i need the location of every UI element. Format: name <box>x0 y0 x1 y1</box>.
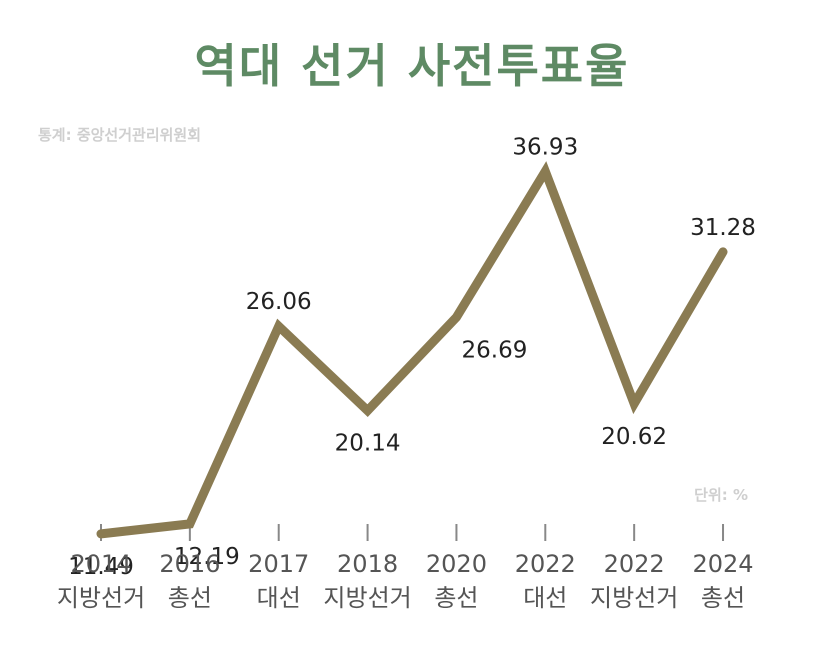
x-tick-label-year: 2022 <box>515 550 576 578</box>
value-labels: 11.49 12.19 26.06 20.14 26.69 36.93 20.62 31.28 <box>68 134 756 580</box>
x-tick-label-type: 지방선거 <box>590 584 678 612</box>
x-tick-label-type: 총선 <box>701 584 745 612</box>
x-tick-label-year: 2016 <box>159 550 220 578</box>
x-tick-label-type: 대선 <box>257 584 301 612</box>
x-tick-label-year: 2020 <box>426 550 487 578</box>
value-label: 12.19 <box>174 544 240 570</box>
x-axis-ticks <box>100 524 725 541</box>
unit-note: 단위: % <box>694 486 748 504</box>
x-tick-label-type: 총선 <box>434 584 478 612</box>
value-label: 31.28 <box>690 215 756 241</box>
x-tick-label-type: 지방선거 <box>323 584 411 612</box>
value-label: 20.14 <box>335 431 401 457</box>
value-label: 11.49 <box>68 554 134 580</box>
chart-title: 역대 선거 사전투표율 <box>194 39 630 93</box>
x-tick-label-year: 2024 <box>692 550 753 578</box>
x-tick-label-type: 총선 <box>168 584 212 612</box>
x-tick-label-year: 2018 <box>337 550 398 578</box>
x-tick-label-type: 대선 <box>523 584 567 612</box>
value-label: 36.93 <box>512 134 578 160</box>
value-label: 26.69 <box>462 337 528 363</box>
value-label: 20.62 <box>601 424 667 450</box>
x-tick-label-year: 2022 <box>604 550 665 578</box>
x-axis-labels: 2014 지방선거 2016 총선 2017 대선 2018 지방선거 2020 총선 2022 대선… <box>57 550 754 612</box>
series-line <box>96 161 728 539</box>
x-tick-label-year: 2017 <box>248 550 309 578</box>
x-tick-label-type: 지방선거 <box>57 584 145 612</box>
x-tick-label-year: 2014 <box>70 550 131 578</box>
source-note: 통계: 중앙선거관리위원회 <box>38 126 202 144</box>
value-label: 26.06 <box>246 289 312 315</box>
